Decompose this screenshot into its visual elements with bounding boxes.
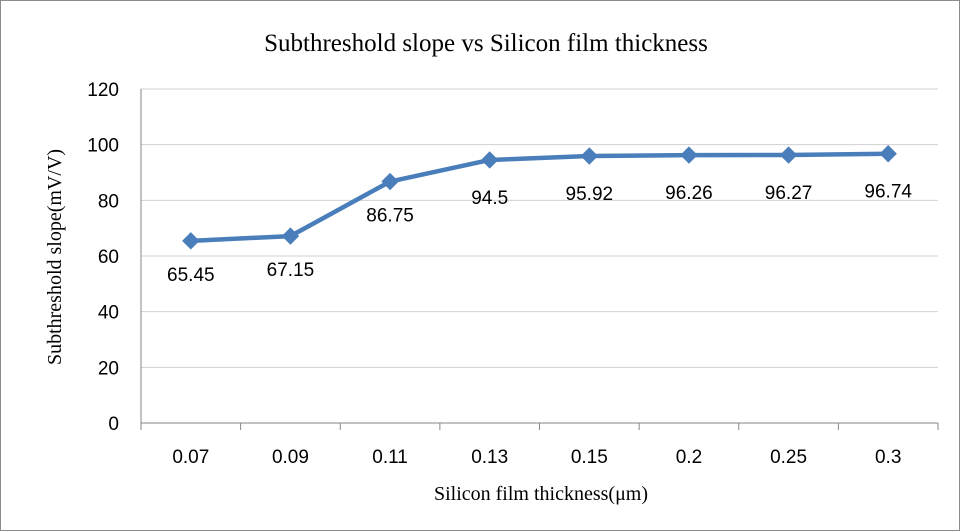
x-tick-label: 0.15 [571, 447, 608, 468]
y-tick-label: 120 [87, 80, 119, 101]
chart-title: Subthreshold slope vs Silicon film thick… [264, 30, 708, 57]
y-axis-ticks: 0 20 40 60 80 100 120 [87, 80, 119, 435]
data-label: 67.15 [267, 260, 315, 281]
y-tick-label: 60 [98, 247, 119, 268]
x-tick-label: 0.25 [770, 447, 807, 468]
data-label: 86.75 [366, 206, 414, 227]
data-point-marker [580, 147, 599, 165]
y-tick-label: 100 [87, 136, 119, 157]
data-label: 94.5 [471, 188, 508, 209]
data-label: 65.45 [167, 265, 215, 286]
y-tick-label: 0 [108, 414, 119, 435]
y-axis-label: Subthreshold slope(mV/V) [44, 149, 66, 365]
x-tick-label: 0.09 [272, 447, 309, 468]
y-tick-label: 20 [98, 358, 119, 379]
data-labels: 65.45 67.15 86.75 94.5 95.92 96.26 96.27 96.74 [167, 182, 912, 286]
x-tick-label: 0.2 [676, 447, 702, 468]
data-label: 96.26 [665, 183, 713, 204]
x-axis-label: Silicon film thickness(μm) [434, 483, 648, 505]
x-tick-label: 0.07 [172, 447, 209, 468]
series-line [188, 151, 891, 244]
data-point-marker [480, 151, 499, 169]
x-tick-label: 0.13 [471, 447, 508, 468]
data-point-marker [281, 227, 300, 245]
data-point-marker [680, 146, 698, 164]
data-point-marker [182, 232, 200, 250]
data-point-marker [381, 172, 399, 191]
series-markers [182, 145, 897, 250]
data-label: 95.92 [566, 184, 614, 205]
data-point-marker [779, 146, 798, 164]
series-line-path [188, 151, 891, 244]
x-tick-label: 0.11 [372, 447, 408, 468]
data-label: 96.27 [765, 183, 813, 204]
data-point-marker [879, 145, 897, 163]
gridlines [140, 88, 938, 424]
x-axis: 0.07 0.09 0.11 0.13 0.15 0.2 0.25 0.3 [140, 423, 939, 468]
data-label: 96.74 [864, 182, 912, 203]
y-tick-label: 80 [98, 191, 119, 212]
x-tick-label: 0.3 [875, 447, 901, 468]
y-tick-label: 40 [98, 303, 119, 324]
